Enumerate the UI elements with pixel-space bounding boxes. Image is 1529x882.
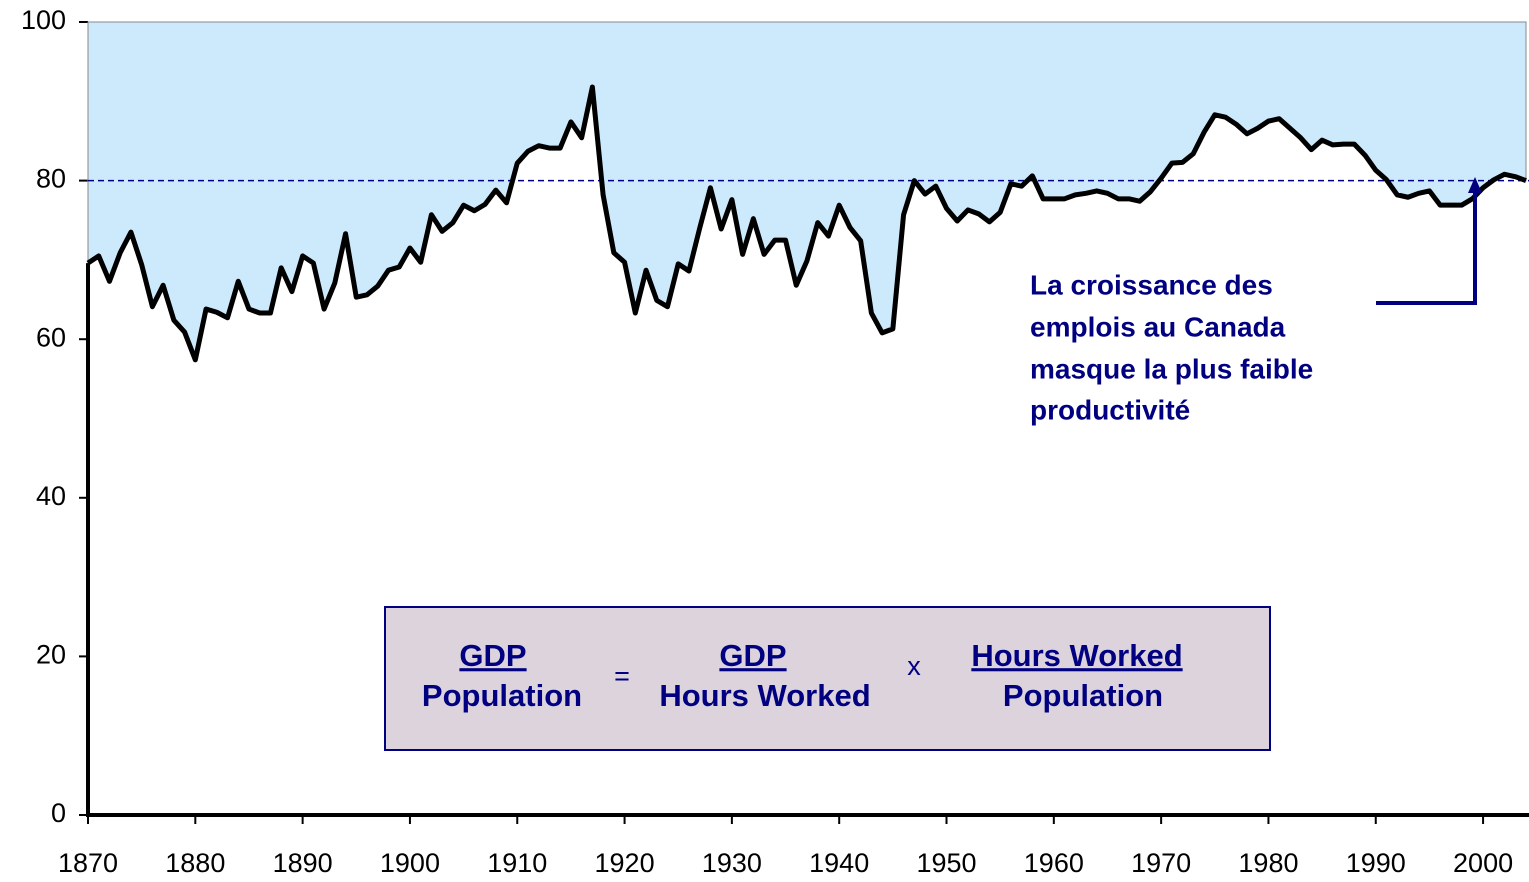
x-tick-label: 1870 — [58, 848, 118, 878]
annotation: productivité — [1030, 394, 1190, 425]
y-tick-label: 80 — [36, 164, 66, 194]
formula-text: GDP — [719, 638, 786, 673]
annotation: masque la plus faible — [1030, 353, 1313, 384]
annotation-arrow — [1376, 190, 1477, 305]
x-tick-label: 1890 — [273, 848, 333, 878]
annotation: La croissance des — [1030, 269, 1273, 300]
arrow-head — [1468, 177, 1482, 193]
plot-area: 0 20 40 60 80 100 1870 1880 1890 1900 1910 1920 1930… — [21, 5, 1529, 878]
x-tick-label: 1920 — [595, 848, 655, 878]
formula-text: Population — [422, 678, 582, 713]
formula-box — [384, 606, 1271, 751]
x-tick-label: 1990 — [1346, 848, 1406, 878]
x-tick-label: 1980 — [1238, 848, 1298, 878]
x-tick-label: 1970 — [1131, 848, 1191, 878]
y-tick-label: 40 — [36, 481, 66, 511]
x-tick-label: 1900 — [380, 848, 440, 878]
x-tick-label: 1910 — [487, 848, 547, 878]
y-tick-label: 20 — [36, 640, 66, 670]
formula-text: x — [907, 651, 921, 681]
formula-text: Hours Worked — [659, 678, 870, 713]
x-tick-label: 1960 — [1024, 848, 1084, 878]
area — [87, 21, 1527, 362]
y-tick-label: 60 — [36, 322, 66, 352]
formula-text: = — [614, 661, 630, 691]
y-tick-label: 100 — [21, 5, 66, 35]
annotation: emplois au Canada — [1030, 311, 1286, 342]
x-tick-label: 1880 — [165, 848, 225, 878]
overlay: GDP Population = GDP Hours Worked x Hour… — [384, 177, 1482, 751]
x-tick-label: 2000 — [1453, 848, 1513, 878]
x-tick-label: 1930 — [702, 848, 762, 878]
x-tick-label: 1950 — [916, 848, 976, 878]
formula-text: Hours Worked — [971, 638, 1182, 673]
y-tick-label: 0 — [51, 798, 66, 828]
formula-text: GDP — [459, 638, 526, 673]
formula-text: Population — [1003, 678, 1163, 713]
x-tick-label: 1940 — [809, 848, 869, 878]
line — [86, 84, 1527, 363]
